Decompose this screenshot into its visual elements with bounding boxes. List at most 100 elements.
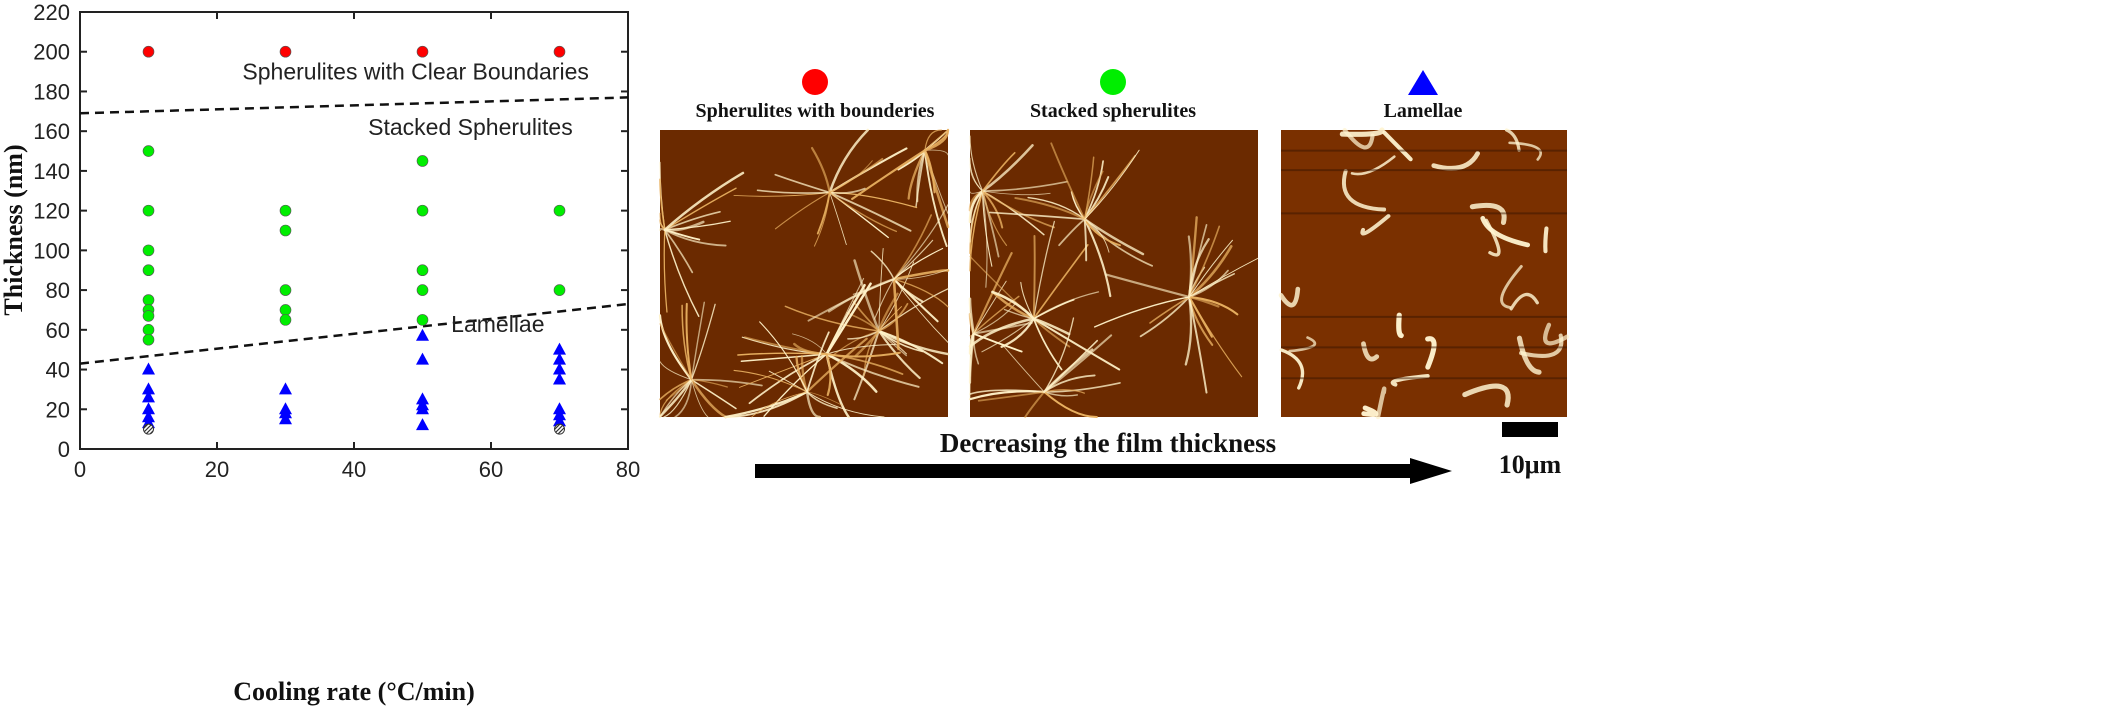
afm-fibril (1032, 298, 1075, 320)
afm-fibril (725, 390, 809, 418)
afm-fibril (969, 135, 984, 192)
panel-label: Spherulites with bounderies (696, 100, 935, 122)
afm-fibril (733, 369, 808, 393)
afm-fibril (981, 180, 1068, 192)
data-point (416, 204, 429, 217)
scatter-plot: 0 20 40 60 80 100 120 140 160 180 200 220 0 20 40 60 80… (0, 0, 640, 706)
afm-lamella (1469, 202, 1507, 226)
afm-fibril (982, 190, 993, 267)
data-point (142, 310, 155, 322)
data-point (142, 390, 155, 403)
afm-fibril (968, 297, 975, 335)
afm-fibril (659, 361, 692, 381)
afm-fibril (877, 329, 950, 356)
afm-fibril (1083, 218, 1121, 247)
data-point (142, 324, 155, 336)
afm-fibril (690, 379, 728, 388)
y-tick-label: 80 (46, 278, 70, 303)
afm-lamella (1542, 322, 1570, 346)
afm-fibril (806, 391, 838, 409)
afm-fibril (792, 333, 828, 355)
data-point (416, 418, 429, 431)
y-tick-label: 200 (33, 40, 70, 65)
afm-fibril (1188, 225, 1221, 298)
data-point (142, 382, 155, 395)
afm-fibril (892, 278, 939, 323)
afm-fibril (810, 146, 831, 194)
afm-fibril (663, 171, 745, 232)
afm-fibril (981, 144, 1034, 193)
afm-lamella (1509, 292, 1539, 311)
afm-fibril (1058, 218, 1086, 247)
afm-fibril (1188, 295, 1220, 308)
afm-fibril (877, 329, 921, 379)
afm-fibril (1043, 390, 1098, 418)
data-point (279, 412, 292, 425)
y-axis: 0 20 40 60 80 100 120 140 160 180 200 220 (33, 0, 628, 462)
arrow-head-icon (1410, 458, 1452, 484)
afm-fibril (664, 220, 731, 231)
afm-fibril (664, 211, 721, 231)
afm-fibril (1032, 234, 1036, 320)
region-label: Stacked Spherulites (368, 114, 573, 140)
afm-fibril (923, 149, 950, 229)
afm-lamella (1375, 386, 1387, 420)
afm-fibril (829, 191, 898, 233)
afm-fibril (1014, 197, 1086, 221)
panel-stacked-spherulites: Stacked spherulites (968, 69, 1259, 418)
data-point (553, 284, 566, 296)
afm-panels: Spherulites with bounderies Stacked sphe… (658, 69, 1570, 420)
afm-fibril (774, 173, 831, 194)
y-tick-label: 220 (33, 0, 70, 25)
data-point (142, 204, 155, 217)
afm-fibril (829, 160, 873, 193)
afm-fibril (973, 302, 1017, 335)
afm-fibril (893, 269, 949, 280)
data-points (142, 45, 566, 435)
afm-fibril (1187, 235, 1193, 299)
afm-lamella (1508, 141, 1542, 161)
afm-fibril (774, 191, 831, 230)
afm-fibril (969, 157, 983, 192)
afm-image-stacked-spherulites (970, 130, 1258, 417)
data-point (279, 284, 292, 296)
data-point (142, 402, 155, 415)
afm-fibril (893, 247, 944, 280)
afm-fibril (1083, 160, 1104, 221)
x-axis: 0 20 40 60 80 (74, 12, 640, 482)
afm-fibril (1032, 317, 1121, 371)
afm-lamella (1396, 312, 1404, 339)
data-point (142, 145, 155, 157)
afm-fibril (659, 178, 666, 231)
afm-fibril (981, 318, 1035, 353)
afm-fibril (1188, 269, 1229, 298)
afm-fibril (893, 278, 949, 308)
afm-fibril (1139, 296, 1191, 338)
afm-fibril (1050, 142, 1086, 221)
data-point (553, 45, 566, 58)
afm-fibril (1043, 391, 1079, 397)
afm-fibril (969, 190, 984, 243)
afm-fibril (690, 378, 727, 419)
x-tick-label: 20 (205, 457, 229, 482)
boundary-lines (79, 96, 629, 365)
region-labels: Spherulites with Clear Boundaries Stacked… (242, 59, 588, 337)
panel-label: Stacked spherulites (1030, 100, 1196, 122)
afm-fibril (825, 353, 832, 397)
afm-fibril (977, 391, 1046, 402)
afm-fibril (828, 128, 870, 194)
afm-fibril (923, 128, 950, 152)
afm-fibril (1187, 245, 1233, 299)
afm-fibril (1043, 382, 1121, 393)
afm-fibril (923, 149, 948, 248)
afm-fibril (1001, 343, 1045, 393)
afm-fibril (828, 157, 884, 194)
green-circle-icon (1100, 69, 1126, 95)
afm-fibril (663, 229, 668, 313)
data-point (554, 423, 565, 435)
data-point (416, 45, 429, 58)
afm-texture (1278, 127, 1570, 420)
afm-lamella (1278, 286, 1301, 308)
afm-fibril (873, 278, 895, 320)
afm-fibril (828, 191, 912, 232)
